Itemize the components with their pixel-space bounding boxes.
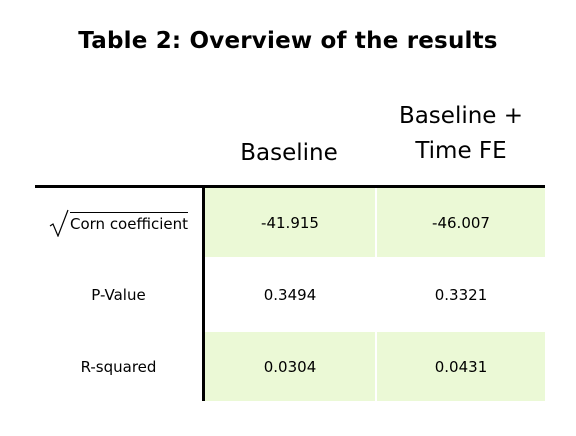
column-header-baseline-time-fe: Baseline + Time FE [377,99,545,169]
table-cell: 0.3321 [377,259,545,330]
table-cell: 0.3494 [205,259,375,330]
table-cell: 0.0431 [377,332,545,401]
table-cell: -46.007 [377,188,545,257]
column-header-baseline: Baseline [205,136,373,171]
table-cell: -41.915 [205,188,375,257]
table-title: Table 2: Overview of the results [0,28,576,54]
row-label-corn-coefficient: Corn coefficient [35,188,202,257]
row-label-p-value: P-Value [35,259,202,330]
column-header-label: Baseline [240,140,338,166]
sqrt-icon [49,209,69,237]
column-header-line-2: Time FE [377,134,545,169]
row-label-r-squared: R-squared [35,332,202,401]
table-cell: 0.0304 [205,332,375,401]
row-label-text: Corn coefficient [70,212,188,233]
column-header-line-1: Baseline + [377,99,545,134]
